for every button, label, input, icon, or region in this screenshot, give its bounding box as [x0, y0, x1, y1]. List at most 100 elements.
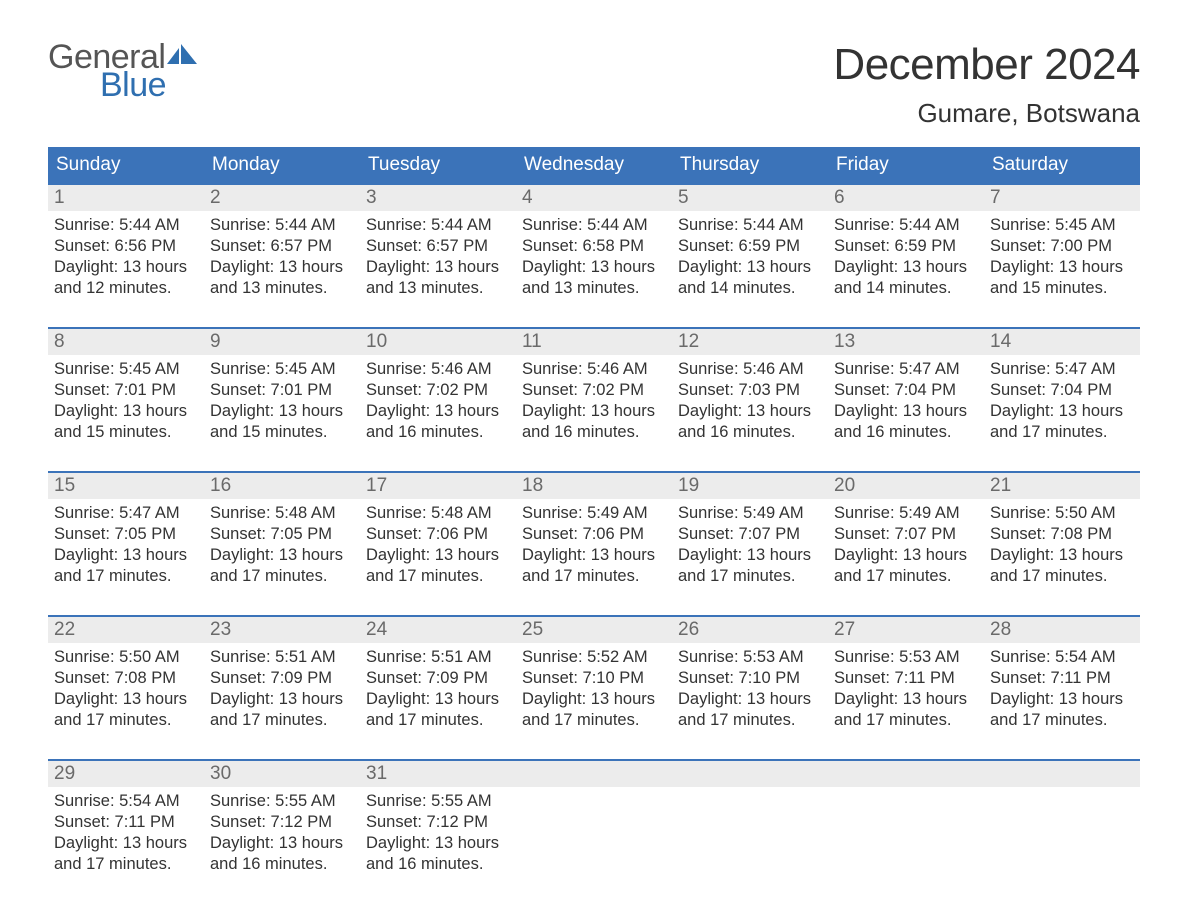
day-sunrise: Sunrise: 5:44 AM: [54, 215, 198, 236]
day-body: Sunrise: 5:45 AMSunset: 7:00 PMDaylight:…: [990, 215, 1134, 299]
day-sunrise: Sunrise: 5:53 AM: [678, 647, 822, 668]
day-sunrise: Sunrise: 5:47 AM: [834, 359, 978, 380]
day-number: 9: [210, 331, 221, 352]
week-row: 29Sunrise: 5:54 AMSunset: 7:11 PMDayligh…: [48, 759, 1140, 885]
day-cell: 2 Sunrise: 5:44 AMSunset: 6:57 PMDaylight…: [204, 185, 360, 309]
day-cell: 8Sunrise: 5:45 AMSunset: 7:01 PMDaylight…: [48, 329, 204, 453]
day-body: Sunrise: 5:52 AMSunset: 7:10 PMDaylight:…: [522, 647, 666, 731]
day-body: Sunrise: 5:44 AMSunset: 6:58 PMDaylight:…: [522, 215, 666, 299]
day-sunset: Sunset: 7:11 PM: [834, 668, 978, 689]
day-number-row: 31: [360, 761, 516, 787]
day-sunset: Sunset: 7:02 PM: [522, 380, 666, 401]
week-row: 1 Sunrise: 5:44 AMSunset: 6:56 PMDaylight…: [48, 183, 1140, 309]
day-d2: and 17 minutes.: [210, 566, 354, 587]
day-cell: 29Sunrise: 5:54 AMSunset: 7:11 PMDayligh…: [48, 761, 204, 885]
day-cell: 28Sunrise: 5:54 AMSunset: 7:11 PMDayligh…: [984, 617, 1140, 741]
location-label: Gumare, Botswana: [833, 98, 1140, 129]
day-d2: and 13 minutes.: [366, 278, 510, 299]
day-d2: and 14 minutes.: [834, 278, 978, 299]
day-number: 2: [210, 187, 221, 208]
day-cell: 31Sunrise: 5:55 AMSunset: 7:12 PMDayligh…: [360, 761, 516, 885]
day-number-row: 13: [828, 329, 984, 355]
day-header: Thursday: [672, 147, 828, 183]
day-sunrise: Sunrise: 5:54 AM: [54, 791, 198, 812]
day-sunrise: Sunrise: 5:55 AM: [210, 791, 354, 812]
day-d2: and 17 minutes.: [678, 710, 822, 731]
day-sunset: Sunset: 7:01 PM: [210, 380, 354, 401]
day-number: 17: [366, 475, 387, 496]
day-d1: Daylight: 13 hours: [834, 401, 978, 422]
day-d2: and 13 minutes.: [522, 278, 666, 299]
day-cell: 9 Sunrise: 5:45 AMSunset: 7:01 PMDaylight…: [204, 329, 360, 453]
day-d1: Daylight: 13 hours: [834, 545, 978, 566]
day-d2: and 17 minutes.: [366, 710, 510, 731]
day-cell: 30Sunrise: 5:55 AMSunset: 7:12 PMDayligh…: [204, 761, 360, 885]
day-sunrise: Sunrise: 5:51 AM: [210, 647, 354, 668]
logo-text-blue: Blue: [100, 68, 197, 102]
day-number-row: 17: [360, 473, 516, 499]
day-number: 31: [366, 763, 387, 784]
day-sunset: Sunset: 6:59 PM: [678, 236, 822, 257]
day-number: 1: [54, 187, 65, 208]
day-number: 19: [678, 475, 699, 496]
day-sunrise: Sunrise: 5:51 AM: [366, 647, 510, 668]
day-sunset: Sunset: 7:11 PM: [990, 668, 1134, 689]
day-header: Monday: [204, 147, 360, 183]
page-title: December 2024: [833, 40, 1140, 90]
day-sunrise: Sunrise: 5:46 AM: [678, 359, 822, 380]
day-number-row: 28: [984, 617, 1140, 643]
day-cell: 16Sunrise: 5:48 AMSunset: 7:05 PMDayligh…: [204, 473, 360, 597]
day-d1: Daylight: 13 hours: [990, 545, 1134, 566]
day-d2: and 17 minutes.: [54, 710, 198, 731]
day-d2: and 17 minutes.: [210, 710, 354, 731]
day-header: Friday: [828, 147, 984, 183]
day-d2: and 15 minutes.: [990, 278, 1134, 299]
day-number: 4: [522, 187, 533, 208]
day-d2: and 16 minutes.: [366, 422, 510, 443]
day-cell: 26Sunrise: 5:53 AMSunset: 7:10 PMDayligh…: [672, 617, 828, 741]
day-cell: 22Sunrise: 5:50 AMSunset: 7:08 PMDayligh…: [48, 617, 204, 741]
day-sunrise: Sunrise: 5:44 AM: [834, 215, 978, 236]
day-cell: 7 Sunrise: 5:45 AMSunset: 7:00 PMDaylight…: [984, 185, 1140, 309]
day-number-row: 30: [204, 761, 360, 787]
day-d2: and 15 minutes.: [54, 422, 198, 443]
day-number-row: 23: [204, 617, 360, 643]
day-cell: 19 Sunrise: 5:49 AMSunset: 7:07 PMDayligh…: [672, 473, 828, 597]
day-d1: Daylight: 13 hours: [366, 689, 510, 710]
day-body: Sunrise: 5:44 AMSunset: 6:57 PMDaylight:…: [210, 215, 354, 299]
calendar: Sunday Monday Tuesday Wednesday Thursday…: [48, 147, 1140, 885]
day-sunrise: Sunrise: 5:47 AM: [990, 359, 1134, 380]
day-number-row: 9: [204, 329, 360, 355]
day-number-row: 14: [984, 329, 1140, 355]
day-number-row: 1: [48, 185, 204, 211]
day-sunset: Sunset: 7:00 PM: [990, 236, 1134, 257]
day-header: Wednesday: [516, 147, 672, 183]
day-number-row: 2: [204, 185, 360, 211]
day-body: Sunrise: 5:49 AMSunset: 7:07 PMDaylight:…: [678, 503, 822, 587]
day-d2: and 17 minutes.: [834, 566, 978, 587]
day-number-row: 7: [984, 185, 1140, 211]
day-cell: 25Sunrise: 5:52 AMSunset: 7:10 PMDayligh…: [516, 617, 672, 741]
day-body: Sunrise: 5:47 AMSunset: 7:04 PMDaylight:…: [990, 359, 1134, 443]
day-body: Sunrise: 5:45 AMSunset: 7:01 PMDaylight:…: [54, 359, 198, 443]
day-body: Sunrise: 5:45 AMSunset: 7:01 PMDaylight:…: [210, 359, 354, 443]
day-number: 14: [990, 331, 1011, 352]
day-sunset: Sunset: 7:08 PM: [54, 668, 198, 689]
day-header: Saturday: [984, 147, 1140, 183]
day-sunset: Sunset: 6:58 PM: [522, 236, 666, 257]
day-number: 24: [366, 619, 387, 640]
day-number-row: 4: [516, 185, 672, 211]
day-number-row: [828, 761, 984, 787]
day-d1: Daylight: 13 hours: [54, 833, 198, 854]
day-cell: [672, 761, 828, 885]
day-body: Sunrise: 5:50 AMSunset: 7:08 PMDaylight:…: [990, 503, 1134, 587]
day-body: Sunrise: 5:44 AMSunset: 6:56 PMDaylight:…: [54, 215, 198, 299]
flag-icon: [167, 44, 197, 68]
day-body: Sunrise: 5:47 AMSunset: 7:05 PMDaylight:…: [54, 503, 198, 587]
day-sunrise: Sunrise: 5:44 AM: [366, 215, 510, 236]
day-d2: and 16 minutes.: [522, 422, 666, 443]
day-sunrise: Sunrise: 5:48 AM: [210, 503, 354, 524]
day-d1: Daylight: 13 hours: [210, 257, 354, 278]
logo: General Blue: [48, 40, 197, 102]
day-d2: and 17 minutes.: [990, 566, 1134, 587]
